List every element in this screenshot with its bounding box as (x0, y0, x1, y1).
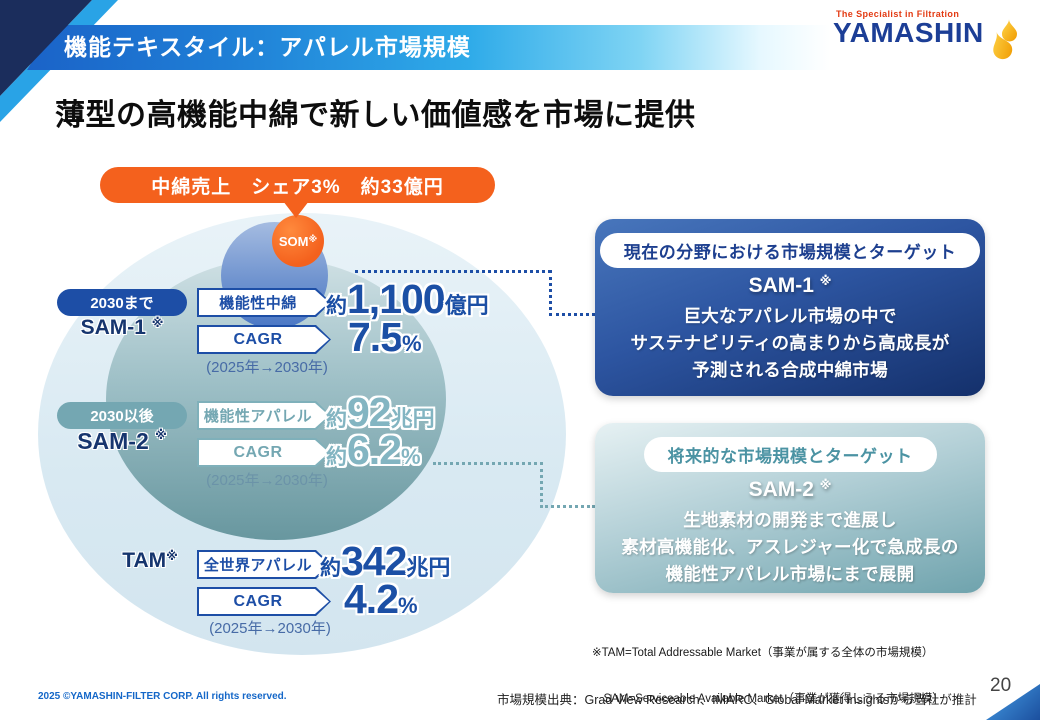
sam1-mark: ※ (151, 316, 164, 330)
slide-headline: 薄型の高機能中綿で新しい価値感を市場に提供 (55, 99, 696, 132)
sam1-cagr-label: CAGR (199, 327, 329, 352)
tam-name: TAM※ (122, 549, 178, 572)
som-mark: ※ (308, 233, 318, 244)
som-callout-pointer (283, 201, 309, 218)
sam1-metric-label-box: 機能性中綿 (197, 288, 331, 317)
sam1-target-panel: 現在の分野における市場規模とターゲット SAM-1 ※ 巨大なアパレル市場の中で… (595, 219, 985, 396)
connector-sam2-h2 (540, 505, 595, 508)
tam-cagr-label-box: CAGR (197, 587, 331, 616)
sam1-metric-label: 機能性中綿 (199, 290, 329, 315)
sam1-cagr-label-box: CAGR (197, 325, 331, 354)
connector-sam1-v (549, 270, 552, 316)
logo-tagline: The Specialist in Filtration (836, 9, 960, 19)
sam1-period: (2025年→2030年) (206, 359, 328, 376)
footnote-sam: SAM=Serviceable Available Market（事業が獲得しう… (592, 692, 944, 705)
tam-mark: ※ (166, 549, 178, 563)
source-note: 市場規模出典：Grad View Research、IMARC、Global M… (497, 693, 977, 707)
sam2-mark: ※ (155, 428, 167, 442)
som-callout: 中綿売上 シェア3% 約33億円 (100, 167, 495, 203)
sam1-cagr-value: 7.5% (348, 314, 422, 360)
sam2-cagr-label: CAGR (199, 440, 329, 465)
sam1-name: SAM-1 ※ (80, 316, 164, 339)
connector-sam1-h1 (355, 270, 551, 273)
copyright: 2025 ©YAMASHIN-FILTER CORP. All rights r… (38, 691, 287, 702)
sam2-cagr-label-box: CAGR (197, 438, 331, 467)
connector-sam2-h1 (433, 462, 543, 465)
sam1-timeframe-badge: 2030まで (57, 289, 187, 316)
footnotes: ※TAM=Total Addressable Market（事業が属する全体の市… (592, 616, 977, 720)
sam2-metric-label-box: 機能性アパレル (197, 401, 331, 430)
sam2-target-panel: 将来的な市場規模とターゲット SAM-2 ※ 生地素材の開発まで進展し 素材高機… (595, 423, 985, 593)
sam2-panel-name: SAM-2 ※ (748, 478, 832, 501)
tam-market-value: 約 342 兆円 (320, 538, 451, 584)
sam1-market-value: 約 1,100 億円 (326, 276, 489, 322)
sam2-market-value: 約 92 兆円 (326, 389, 435, 435)
sam2-name: SAM-2 ※ (77, 428, 167, 454)
sam2-panel-description: 生地素材の開発まで進展し 素材高機能化、アスレジャー化で急成長の 機能性アパレル… (621, 510, 959, 585)
sam2-panel-pill: 将来的な市場規模とターゲット (643, 437, 937, 472)
sam2-timeframe-badge: 2030以後 (57, 402, 187, 429)
page-title: 機能テキスタイル：アパレル市場規模 (64, 34, 471, 60)
logo-brand: YAMASHIN (833, 17, 984, 48)
logo: The Specialist in Filtration YAMASHIN (833, 9, 1023, 61)
tam-metric-label-box: 全世界アパレル (197, 550, 331, 579)
sam2-cagr-value: 約 6.2% (326, 427, 421, 473)
sam1-panel-description: 巨大なアパレル市場の中で サステナビリティの高まりから高成長が 予測される合成中… (630, 306, 950, 381)
sam1-panel-name: SAM-1 ※ (748, 274, 832, 297)
som-circle: SOM※ (272, 215, 324, 267)
tam-period: (2025年→2030年) (209, 620, 331, 637)
connector-sam2-v (540, 462, 543, 508)
som-label: SOM (278, 233, 309, 249)
page-number: 20 (990, 675, 1012, 696)
connector-sam1-h2 (549, 313, 595, 316)
tam-cagr-value: 4.2% (344, 576, 418, 622)
oil-drop-icon (993, 19, 1017, 60)
sam2-metric-label: 機能性アパレル (199, 403, 329, 428)
footnote-tam: ※TAM=Total Addressable Market（事業が属する全体の市… (592, 647, 934, 660)
sam2-period: (2025年→2030年) (206, 472, 328, 489)
tam-cagr-label: CAGR (199, 589, 329, 614)
header-band: 機能テキスタイル：アパレル市場規模 (27, 25, 1040, 70)
sam1-panel-pill: 現在の分野における市場規模とターゲット (599, 233, 981, 268)
som-callout-text: 中綿売上 シェア3% 約33億円 (151, 176, 444, 198)
tam-metric-label: 全世界アパレル (199, 552, 329, 577)
